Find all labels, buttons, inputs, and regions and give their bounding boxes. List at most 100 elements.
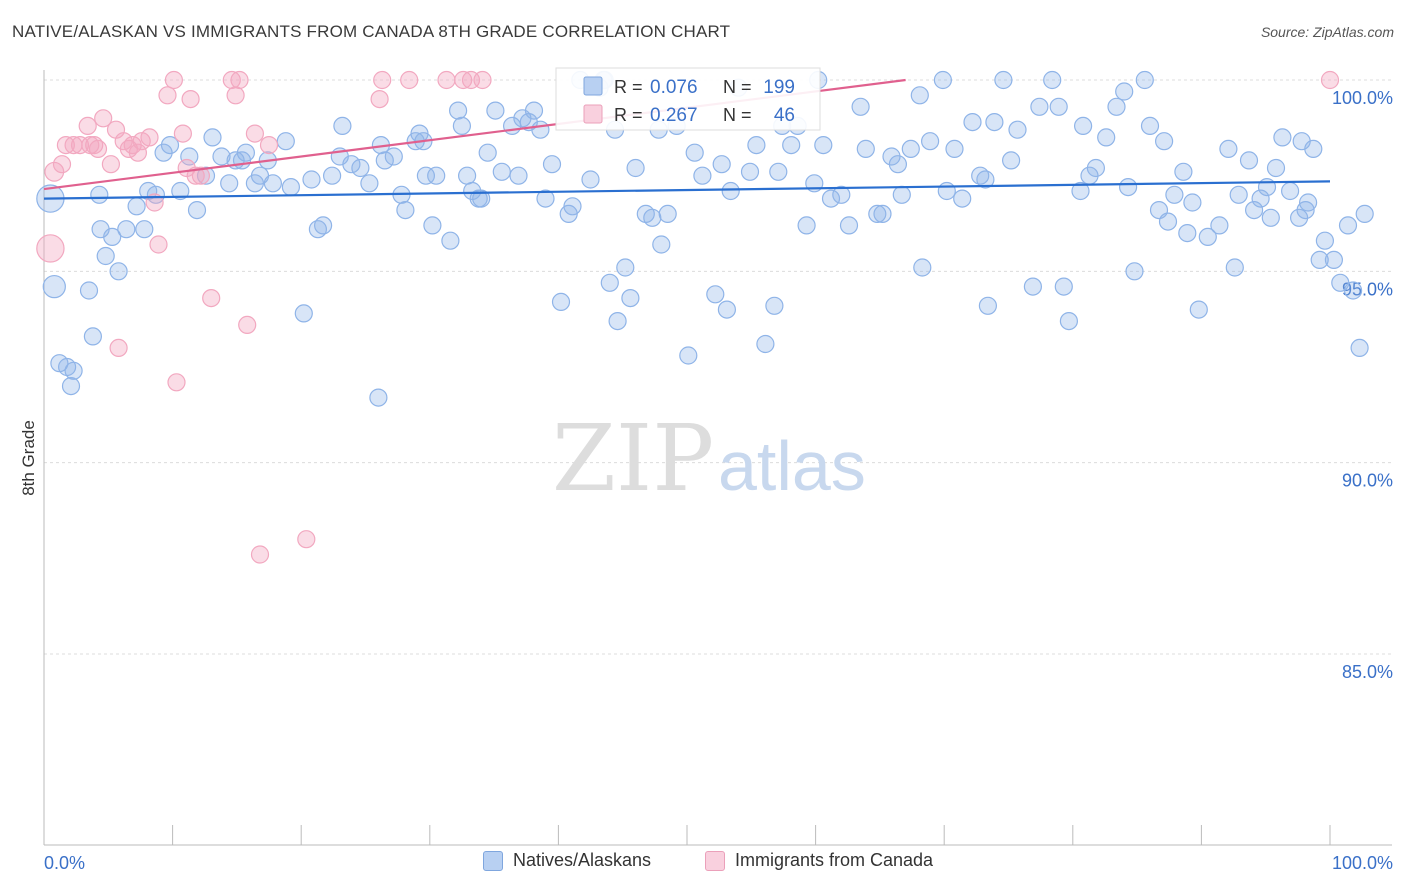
point-natives bbox=[782, 136, 801, 155]
point-natives bbox=[581, 170, 600, 189]
point-natives bbox=[706, 285, 725, 304]
point-natives bbox=[1001, 151, 1021, 170]
point-canada bbox=[149, 235, 168, 254]
legend-item-natives[interactable]: Natives/Alaskans bbox=[483, 850, 651, 871]
point-natives bbox=[563, 197, 582, 216]
point-canada bbox=[158, 86, 177, 105]
point-natives bbox=[913, 258, 932, 277]
point-natives bbox=[765, 296, 784, 315]
point-natives bbox=[96, 246, 115, 266]
point-natives bbox=[963, 112, 982, 132]
point-natives bbox=[180, 147, 199, 166]
point-canada bbox=[70, 136, 90, 155]
point-natives bbox=[1261, 208, 1280, 227]
point-natives bbox=[171, 181, 190, 201]
point-natives bbox=[1244, 201, 1264, 220]
point-natives bbox=[937, 181, 956, 201]
point-natives bbox=[472, 189, 491, 208]
point-natives bbox=[740, 162, 760, 181]
point-natives bbox=[486, 101, 505, 120]
legend-label-natives: Natives/Alaskans bbox=[513, 850, 652, 870]
point-natives bbox=[873, 204, 892, 223]
y-tick-label: 95.0% bbox=[1342, 279, 1393, 299]
legend-n-value: 46 bbox=[774, 105, 795, 126]
chart-title: NATIVE/ALASKAN VS IMMIGRANTS FROM CANADA… bbox=[12, 22, 731, 41]
point-natives bbox=[608, 312, 627, 331]
legend-n-label: N = bbox=[723, 77, 752, 97]
x-tick-label-left: 0.0% bbox=[44, 853, 85, 873]
point-natives bbox=[1097, 128, 1116, 147]
point-natives bbox=[1324, 250, 1344, 269]
point-natives bbox=[509, 166, 528, 185]
legend-label-canada: Immigrants from Canada bbox=[735, 850, 934, 870]
point-natives bbox=[1049, 97, 1068, 116]
point-natives bbox=[220, 174, 239, 193]
point-natives bbox=[83, 327, 103, 346]
point-natives bbox=[1198, 227, 1217, 246]
point-canada bbox=[373, 70, 392, 90]
point-canada bbox=[230, 70, 249, 90]
point-natives bbox=[1125, 262, 1144, 281]
point-natives bbox=[492, 162, 511, 181]
point-natives bbox=[717, 300, 737, 319]
watermark: ZIP atlas bbox=[552, 405, 866, 512]
point-natives bbox=[1225, 258, 1244, 277]
point-natives bbox=[1174, 162, 1193, 181]
point-natives bbox=[868, 204, 887, 223]
point-natives bbox=[90, 185, 109, 204]
point-natives bbox=[621, 289, 640, 308]
y-axis-label: 8th Grade bbox=[19, 420, 38, 496]
point-natives bbox=[160, 136, 180, 155]
point-natives bbox=[1073, 116, 1093, 136]
point-natives bbox=[416, 166, 435, 185]
point-natives bbox=[978, 296, 998, 315]
point-natives bbox=[953, 189, 972, 208]
point-natives bbox=[531, 120, 550, 139]
point-natives bbox=[441, 231, 460, 250]
point-natives bbox=[294, 304, 313, 323]
point-natives bbox=[1219, 139, 1238, 158]
point-canada bbox=[259, 136, 279, 155]
point-natives bbox=[109, 262, 128, 281]
point-natives bbox=[1229, 185, 1248, 204]
point-natives bbox=[1338, 216, 1358, 235]
point-natives bbox=[1239, 151, 1259, 170]
point-natives bbox=[127, 197, 146, 216]
source-label: Source: ZipAtlas.com bbox=[1260, 24, 1394, 40]
point-canada bbox=[109, 338, 128, 357]
point-natives bbox=[985, 112, 1004, 132]
point-canada bbox=[202, 289, 221, 308]
point-natives bbox=[542, 155, 562, 174]
watermark-zip: ZIP bbox=[552, 405, 714, 512]
point-natives bbox=[1210, 216, 1229, 235]
point-natives bbox=[1273, 128, 1292, 147]
point-canada bbox=[226, 86, 245, 105]
legend-item-canada[interactable]: Immigrants from Canada bbox=[705, 850, 933, 871]
point-canada bbox=[454, 70, 473, 90]
point-natives bbox=[323, 166, 342, 185]
point-canada bbox=[473, 70, 492, 90]
legend-r-label: R = bbox=[614, 105, 643, 125]
point-natives bbox=[384, 147, 403, 166]
point-natives bbox=[797, 216, 816, 235]
point-canada bbox=[1320, 70, 1340, 90]
point-natives bbox=[856, 139, 875, 158]
series-1 bbox=[36, 70, 1340, 564]
point-canada bbox=[245, 124, 264, 143]
point-canada bbox=[238, 315, 257, 334]
point-natives bbox=[1280, 181, 1300, 201]
point-canada bbox=[370, 89, 389, 109]
point-natives bbox=[360, 174, 379, 193]
point-natives bbox=[79, 281, 99, 300]
point-canada bbox=[173, 124, 192, 143]
point-natives bbox=[888, 155, 908, 174]
point-natives bbox=[901, 139, 920, 158]
legend-top-swatch bbox=[583, 104, 603, 124]
point-natives bbox=[1118, 178, 1138, 197]
point-natives bbox=[351, 158, 370, 178]
point-natives bbox=[643, 208, 662, 227]
point-canada bbox=[181, 89, 200, 109]
point-natives bbox=[1350, 338, 1369, 357]
point-natives bbox=[1343, 281, 1363, 300]
